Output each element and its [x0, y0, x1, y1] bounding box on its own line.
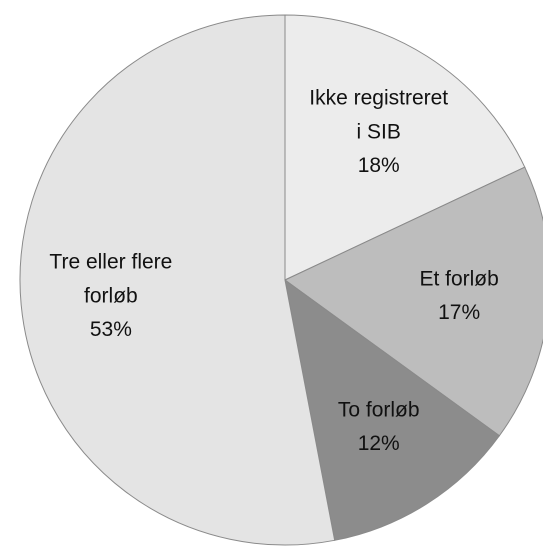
pie-slice [284, 278, 501, 541]
value-label: 12% [358, 432, 400, 455]
value-label: 18% [358, 154, 400, 177]
pie-slice [284, 14, 526, 281]
label-line: Ikke registreret [309, 86, 448, 109]
slice-label: Tre eller flere forløb [49, 250, 172, 307]
slice-label: To forløb [338, 398, 420, 421]
slice-label: Ikke registreret i SIB [309, 86, 448, 143]
label-line: Et forløb [419, 267, 498, 290]
value-label: 53% [90, 318, 132, 341]
pie-slice [19, 14, 336, 546]
slice-label: Et forløb [419, 267, 498, 290]
label-line: forløb [84, 284, 138, 307]
pie-slice [284, 166, 543, 437]
label-line: To forløb [338, 398, 420, 421]
label-line: Tre eller flere [49, 250, 172, 273]
label-line: i SIB [357, 120, 401, 143]
value-label: 17% [438, 301, 480, 324]
